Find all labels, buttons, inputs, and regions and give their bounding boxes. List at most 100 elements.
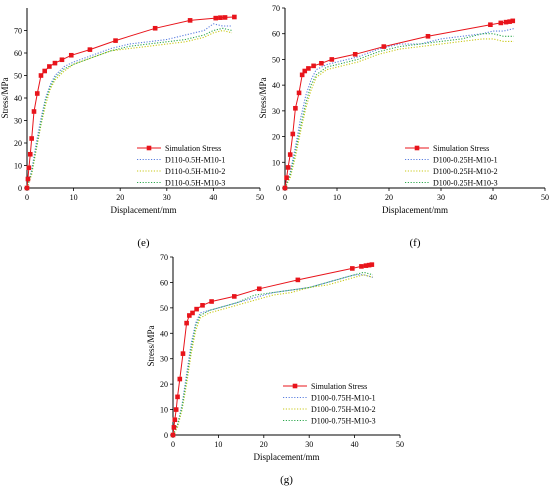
- series-line-d100-0-25h-m10-1: [284, 28, 514, 189]
- y-axis-label: Stress/MPa: [258, 77, 268, 118]
- data-point-simulation-stress: [172, 417, 178, 423]
- series-line-d100-0-75h-m10-1: [172, 274, 373, 436]
- y-tick-label: 30: [272, 107, 280, 116]
- data-point-simulation-stress: [510, 18, 516, 24]
- data-point-simulation-stress: [177, 376, 183, 382]
- legend-marker: [414, 145, 420, 151]
- data-point-simulation-stress: [359, 264, 364, 269]
- y-tick-label: 50: [160, 304, 168, 313]
- data-point-simulation-stress: [180, 351, 186, 356]
- y-tick-label: 70: [272, 4, 280, 13]
- y-tick-label: 40: [160, 329, 168, 338]
- series-line-d110-0-5h-m10-3: [26, 27, 233, 189]
- data-point-simulation-stress: [171, 425, 177, 430]
- panel-label: (g): [280, 474, 293, 486]
- x-tick-label: 0: [171, 440, 175, 449]
- series-line-d110-0-5h-m10-1: [26, 23, 232, 189]
- legend-entry-d100-0-75h-m10-1: D100-0.75H-M10-1: [311, 394, 376, 403]
- data-point-simulation-stress: [59, 57, 65, 63]
- data-point-simulation-stress: [42, 68, 48, 74]
- data-point-simulation-stress: [232, 14, 237, 20]
- y-tick-label: 20: [272, 133, 280, 142]
- legend-entry-simulation-stress: Simulation Stress: [433, 144, 489, 153]
- y-tick-label: 60: [14, 49, 22, 58]
- y-tick-label: 70: [160, 253, 168, 262]
- data-point-simulation-stress: [296, 90, 302, 96]
- y-tick-label: 30: [14, 117, 22, 126]
- data-point-simulation-stress: [507, 19, 512, 24]
- data-point-simulation-stress: [381, 44, 387, 49]
- data-point-simulation-stress: [27, 151, 33, 157]
- data-point-simulation-stress: [285, 165, 291, 170]
- data-point-simulation-stress: [24, 185, 30, 191]
- x-axis-label: Displacement/mm: [254, 452, 320, 462]
- x-tick-label: 10: [214, 440, 222, 449]
- x-axis-label: Displacement/mm: [382, 205, 448, 215]
- x-tick-label: 10: [333, 193, 341, 202]
- y-axis-label: Stress/MPa: [146, 325, 156, 366]
- x-tick-label: 30: [163, 193, 171, 202]
- y-tick-label: 0: [164, 431, 168, 440]
- x-tick-label: 20: [385, 193, 393, 202]
- data-point-simulation-stress: [311, 63, 316, 69]
- chart-panel-f: 0 10 20 30 40 50 0 10 20 30 40 50 60 70 Displacement/m…: [258, 4, 549, 249]
- y-tick-label: 70: [14, 27, 22, 36]
- data-point-simulation-stress: [26, 165, 32, 171]
- legend: Simulation Stress D100-0.25H-M10-1 D100-0.…: [405, 144, 498, 188]
- data-point-simulation-stress: [284, 175, 289, 181]
- x-tick-label: 10: [70, 193, 78, 202]
- data-point-simulation-stress: [38, 73, 44, 78]
- data-point-simulation-stress: [184, 320, 189, 326]
- x-tick-label: 30: [305, 440, 313, 449]
- y-tick-label: 30: [160, 355, 168, 364]
- y-tick-label: 0: [276, 184, 280, 193]
- legend: Simulation Stress D100-0.75H-M10-1 D100-0.…: [283, 382, 376, 426]
- legend-entry-d100-0-25h-m10-1: D100-0.25H-M10-1: [433, 156, 498, 165]
- data-point-simulation-stress: [366, 262, 372, 268]
- data-point-simulation-stress: [306, 66, 311, 71]
- y-tick-label: 10: [160, 406, 168, 415]
- y-tick-label: 20: [160, 380, 168, 389]
- series-line-d100-0-25h-m10-3: [284, 33, 514, 189]
- data-point-simulation-stress: [34, 91, 40, 96]
- data-point-simulation-stress: [187, 313, 192, 318]
- data-point-simulation-stress: [194, 306, 199, 312]
- data-point-simulation-stress: [498, 20, 504, 26]
- data-point-simulation-stress: [170, 432, 176, 438]
- x-tick-label: 20: [260, 440, 268, 449]
- data-point-simulation-stress: [363, 263, 369, 268]
- data-point-simulation-stress: [295, 277, 301, 283]
- x-tick-label: 0: [25, 193, 29, 202]
- legend-entry-d100-0-25h-m10-3: D100-0.25H-M10-3: [433, 179, 498, 188]
- chart-panel-e: 0 10 20 30 40 50 0 10 20 30 40 50 60 70 Displacement/m…: [0, 8, 264, 249]
- y-tick-label: 50: [272, 55, 280, 64]
- legend-entry-d100-0-75h-m10-3: D100-0.75H-M10-3: [311, 417, 376, 426]
- data-point-simulation-stress: [282, 185, 288, 191]
- legend-entry-simulation-stress: Simulation Stress: [311, 382, 367, 391]
- y-tick-label: 40: [272, 81, 280, 90]
- data-point-simulation-stress: [175, 394, 180, 400]
- data-point-simulation-stress: [52, 60, 58, 66]
- x-tick-label: 40: [209, 193, 217, 202]
- y-axis-label: Stress/MPa: [0, 77, 10, 118]
- data-point-simulation-stress: [350, 266, 355, 271]
- data-point-simulation-stress: [213, 15, 219, 21]
- x-tick-label: 40: [351, 440, 359, 449]
- data-point-simulation-stress: [302, 68, 308, 74]
- y-tick-label: 50: [14, 72, 22, 81]
- panel-label: (f): [410, 237, 421, 249]
- data-point-simulation-stress: [25, 176, 31, 182]
- data-point-simulation-stress: [152, 25, 158, 31]
- x-tick-label: 0: [283, 193, 287, 202]
- data-point-simulation-stress: [190, 310, 195, 316]
- y-tick-label: 20: [14, 139, 22, 148]
- data-point-simulation-stress: [231, 294, 237, 299]
- legend-entry-d100-0-25h-m10-2: D100-0.25H-M10-2: [433, 167, 498, 176]
- data-point-simulation-stress: [256, 286, 262, 292]
- y-tick-label: 60: [272, 30, 280, 39]
- data-point-simulation-stress: [319, 60, 324, 66]
- data-point-simulation-stress: [293, 105, 298, 111]
- data-point-simulation-stress: [329, 57, 335, 62]
- chart-panel-g: 0 10 20 30 40 50 0 10 20 30 40 50 60 70 Displacement/m…: [146, 253, 404, 486]
- y-tick-label: 40: [14, 94, 22, 103]
